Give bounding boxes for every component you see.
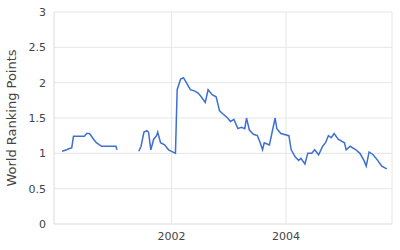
svg-text:2: 2 — [39, 77, 46, 90]
svg-text:3: 3 — [39, 6, 46, 19]
svg-text:0.5: 0.5 — [29, 183, 47, 196]
svg-text:1.5: 1.5 — [29, 112, 47, 125]
svg-text:0: 0 — [39, 218, 46, 231]
svg-text:1: 1 — [39, 147, 46, 160]
svg-text:World Ranking Points: World Ranking Points — [8, 49, 19, 186]
svg-text:2002: 2002 — [157, 230, 185, 243]
svg-text:2.5: 2.5 — [29, 41, 47, 54]
svg-text:2004: 2004 — [272, 230, 300, 243]
